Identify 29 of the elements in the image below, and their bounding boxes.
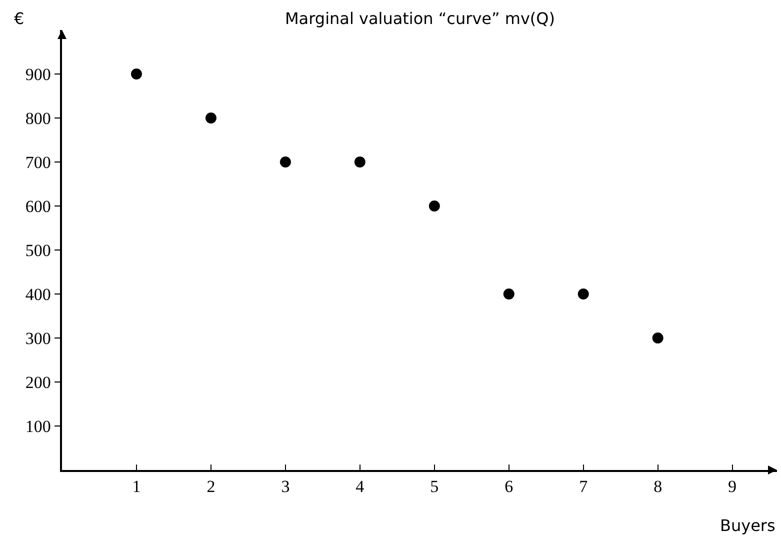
point: [428, 200, 440, 212]
point: [652, 332, 664, 344]
x-tick-label: 1: [132, 477, 141, 496]
y-tick-label: 600: [25, 196, 51, 216]
y-tick-label: 300: [25, 328, 51, 348]
y-tick-label: 200: [25, 372, 51, 392]
x-tick-label: 3: [281, 477, 290, 496]
x-tick-label: 9: [728, 477, 737, 496]
y-tick-label: 500: [25, 240, 51, 260]
point: [205, 112, 216, 124]
y-axis-title: €: [14, 9, 24, 28]
point: [578, 288, 589, 300]
x-tick-label: 8: [654, 477, 662, 496]
x-tick-label: 4: [356, 477, 365, 496]
y-tick-label: 800: [25, 108, 51, 128]
x-tick-label: 7: [579, 477, 588, 496]
y-tick-label: 400: [25, 284, 51, 304]
point: [130, 68, 142, 80]
x-tick-label: 2: [206, 477, 216, 496]
chart-title: Marginal valuation “curve” mv(Q): [285, 9, 556, 28]
x-tick-label: 6: [504, 477, 514, 496]
point: [280, 156, 291, 168]
y-tick-label: 700: [25, 152, 51, 172]
point: [503, 288, 514, 300]
y-tick-label: 100: [25, 416, 51, 436]
point: [354, 156, 366, 168]
x-tick-label: 5: [430, 477, 439, 496]
y-tick-label: 900: [25, 64, 51, 84]
x-axis-title: Buyers: [720, 516, 776, 535]
